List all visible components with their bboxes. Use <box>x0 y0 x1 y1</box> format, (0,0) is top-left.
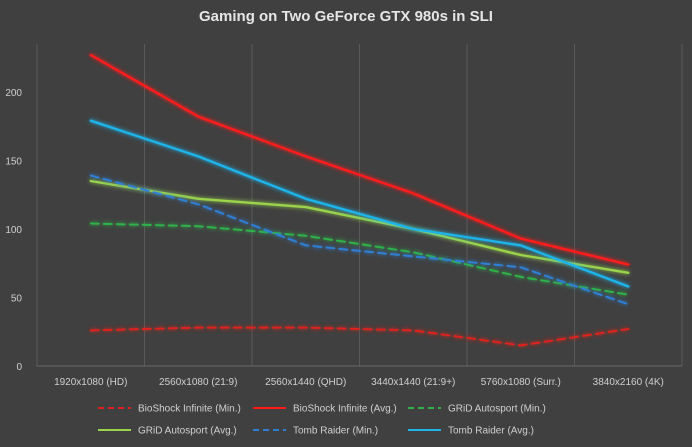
chart-title: Gaming on Two GeForce GTX 980s in SLI <box>199 8 493 25</box>
x-tick-label: 2560x1440 (QHD) <box>265 377 346 388</box>
x-tick-label: 3840x2160 (4K) <box>593 377 664 388</box>
y-tick-label: 200 <box>5 88 22 99</box>
legend-label: GRiD Autosport (Avg.) <box>138 426 237 437</box>
legend-label: Tomb Raider (Avg.) <box>448 426 534 437</box>
x-tick-label: 1920x1080 (HD) <box>54 377 127 388</box>
grid-lines <box>36 44 683 367</box>
legend-label: GRiD Autosport (Min.) <box>448 404 546 415</box>
series-line <box>89 119 630 288</box>
x-tick-label: 5760x1080 (Surr.) <box>481 377 561 388</box>
y-tick-label: 150 <box>5 156 22 167</box>
series-lines <box>89 53 630 347</box>
legend: BioShock Infinite (Min.) BioShock Infinit… <box>98 404 546 437</box>
y-tick-label: 100 <box>5 225 22 236</box>
legend-label: BioShock Infinite (Min.) <box>138 404 241 415</box>
y-tick-label: 50 <box>11 293 23 304</box>
y-axis: 0 50 100 150 200 <box>5 88 22 373</box>
x-tick-label: 2560x1080 (21:9) <box>159 377 237 388</box>
legend-label: Tomb Raider (Min.) <box>293 426 378 437</box>
series-line <box>89 179 630 274</box>
series-line <box>89 326 630 347</box>
x-tick-label: 3440x1440 (21:9+) <box>371 377 455 388</box>
x-axis: 1920x1080 (HD) 2560x1080 (21:9) 2560x1440 … <box>54 377 664 388</box>
series-line <box>89 174 630 306</box>
y-tick-label: 0 <box>16 362 22 373</box>
series-line <box>89 53 630 266</box>
legend-label: BioShock Infinite (Avg.) <box>293 404 397 415</box>
